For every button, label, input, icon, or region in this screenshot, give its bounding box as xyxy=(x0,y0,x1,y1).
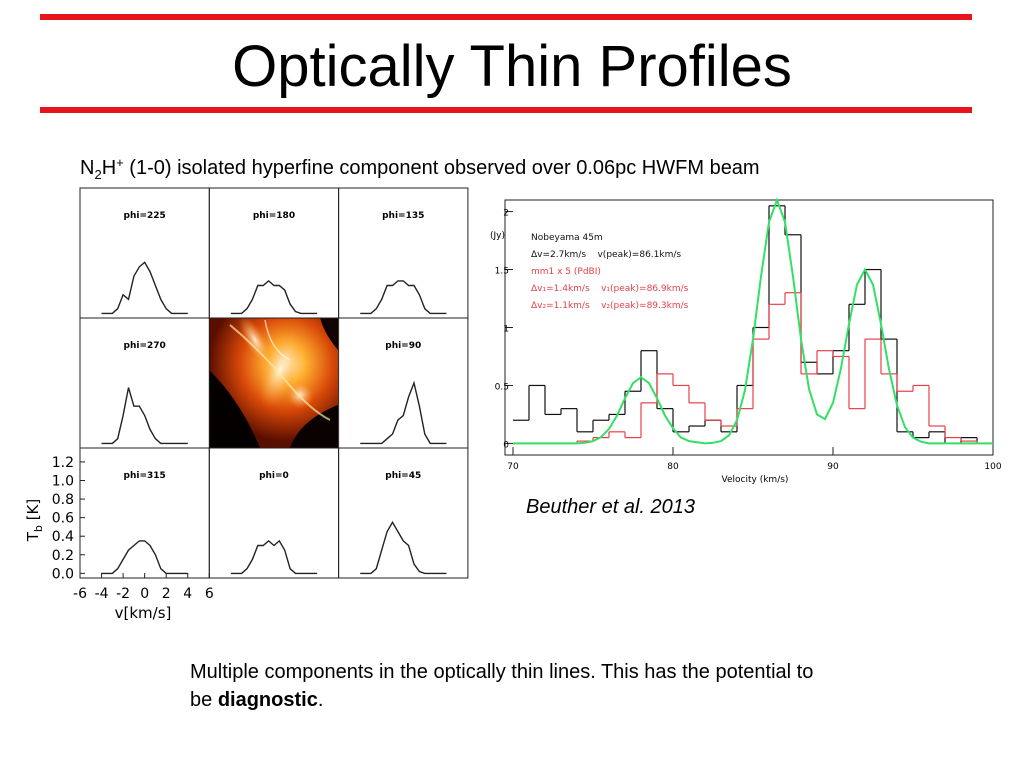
fit-line xyxy=(513,197,993,445)
y-tick-label: 1.0 xyxy=(52,474,74,490)
y-tick-label: 0.8 xyxy=(52,492,74,508)
subtitle-sup: + xyxy=(116,155,124,170)
x-tick-label: 90 xyxy=(827,462,839,472)
legend-entry: Δv=2.7km/s v(peak)=86.1km/s xyxy=(531,250,681,260)
subtitle-part: (1-0) isolated hyperfine component obser… xyxy=(124,157,760,179)
x-tick-label: -6 xyxy=(73,586,87,602)
x-tick-label: -4 xyxy=(95,586,109,602)
panel-frame xyxy=(338,317,469,449)
y-tick-label: 0.5 xyxy=(495,382,509,392)
note-bold: diagnostic xyxy=(217,689,318,711)
panel-label: phi=135 xyxy=(382,211,424,221)
y-label-part: T xyxy=(24,531,42,542)
profile-line xyxy=(101,261,188,315)
y-tick-label: 1.5 xyxy=(495,267,509,277)
y-tick-label: 0.0 xyxy=(52,566,74,582)
y-tick-label: 1.2 xyxy=(52,455,74,471)
nebula-image xyxy=(209,318,338,448)
x-tick-label: 2 xyxy=(162,586,171,602)
legend-entry: Δv₁=1.4km/s v₁(peak)=86.9km/s xyxy=(531,284,689,294)
profile-line xyxy=(360,520,447,575)
panel-frame xyxy=(208,187,340,319)
x-tick-label: 0 xyxy=(140,586,149,602)
panel-frame xyxy=(208,447,340,579)
citation: Beuther et al. 2013 xyxy=(526,496,696,518)
panel-label: phi=45 xyxy=(385,471,421,481)
note: Multiple components in the optically thi… xyxy=(190,658,830,714)
panel-frame xyxy=(338,187,469,319)
x-tick-label: 70 xyxy=(507,462,519,472)
x-tick-label: 80 xyxy=(667,462,679,472)
x-tick-label: 100 xyxy=(984,462,1001,472)
y-tick-label: 0 xyxy=(503,440,509,450)
x-tick-label: 6 xyxy=(205,586,214,602)
profile-line xyxy=(230,539,318,575)
note-end: . xyxy=(317,689,324,711)
panel-frame xyxy=(338,447,469,579)
rule-top xyxy=(40,14,972,20)
y-axis-label: (Jy) xyxy=(490,231,505,241)
x-tick-label: 4 xyxy=(183,586,192,602)
profile-line xyxy=(230,279,318,315)
y-tick-label: 2 xyxy=(503,209,509,219)
y-axis-label: Tb [K] xyxy=(24,499,45,542)
y-tick-label: 0.2 xyxy=(52,548,74,564)
panel-frame xyxy=(79,447,210,579)
panel-label: phi=315 xyxy=(124,471,166,481)
legend-entry: Nobeyama 45m xyxy=(531,233,603,243)
y-tick-label: 1 xyxy=(503,325,509,335)
panel-label: phi=270 xyxy=(124,341,166,351)
y-tick-label: 0.6 xyxy=(52,511,74,527)
y-tick-label: 0.4 xyxy=(52,529,74,545)
subtitle-part: H xyxy=(102,157,116,179)
x-axis-label: Velocity (km/s) xyxy=(722,475,789,485)
title: Optically Thin Profiles xyxy=(232,34,792,99)
note-text: Multiple components in the optically thi… xyxy=(190,661,814,711)
y-label-sub: b xyxy=(32,525,45,532)
rule-bottom xyxy=(40,107,972,113)
subtitle-part: N xyxy=(80,157,94,179)
panel-frame xyxy=(79,187,210,319)
profile-line xyxy=(101,387,188,445)
legend-entry: mm1 x 5 (PdBI) xyxy=(531,267,601,277)
subtitle-sub: 2 xyxy=(94,167,101,182)
profile-line xyxy=(360,280,447,315)
profile-line xyxy=(101,540,188,575)
y-label-part: [K] xyxy=(24,499,42,525)
panel-label: phi=225 xyxy=(124,211,166,221)
panel-label: phi=0 xyxy=(259,471,289,481)
panel-label: phi=90 xyxy=(385,341,421,351)
profile-line xyxy=(360,380,447,445)
x-axis-label: v[km/s] xyxy=(115,604,172,622)
x-tick-label: -2 xyxy=(116,586,130,602)
subtitle: N2H+ (1-0) isolated hyperfine component … xyxy=(80,155,760,182)
legend-entry: Δv₂=1.1km/s v₂(peak)=89.3km/s xyxy=(531,301,689,311)
panel-frame xyxy=(79,317,210,449)
panel-label: phi=180 xyxy=(253,211,295,221)
